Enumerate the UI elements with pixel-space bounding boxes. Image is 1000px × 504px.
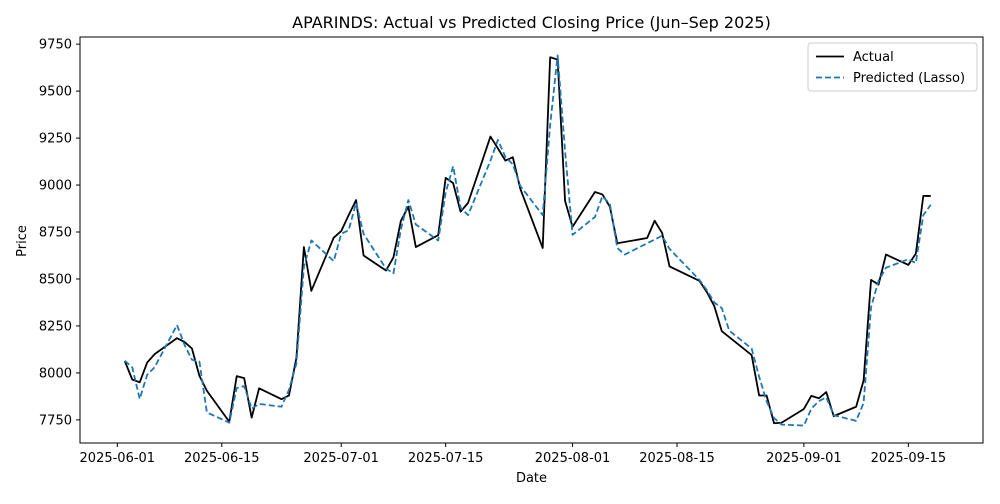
legend-predicted-label: Predicted (Lasso) (853, 71, 965, 86)
x-tick-label: 2025-08-15 (639, 451, 715, 466)
y-tick-label: 7750 (39, 413, 72, 428)
x-axis-label: Date (516, 471, 547, 486)
x-tick-label: 2025-07-15 (408, 451, 484, 466)
axis-ticks: 2025-06-01 2025-06-15 2025-07-01 2025-07-15… (39, 38, 946, 466)
axes-frame (79, 36, 984, 444)
x-tick-label: 2025-08-01 (535, 451, 611, 466)
legend-actual-label: Actual (853, 50, 894, 65)
y-tick-label: 8250 (39, 319, 72, 334)
legend: Actual Predicted (Lasso) (807, 42, 978, 92)
x-tick-label: 2025-07-01 (303, 451, 379, 466)
y-tick-label: 8750 (39, 226, 72, 241)
y-tick-label: 8500 (39, 272, 72, 287)
x-tick-label: 2025-09-01 (766, 451, 842, 466)
y-tick-label: 9000 (39, 179, 72, 194)
series-actual-line (123, 56, 931, 425)
y-tick-label: 9250 (39, 132, 72, 147)
chart-title: APARINDS: Actual vs Predicted Closing Pr… (292, 13, 771, 32)
x-tick-label: 2025-09-15 (871, 451, 947, 466)
y-tick-label: 8000 (39, 366, 72, 381)
y-axis-label: Price (15, 225, 30, 257)
y-tick-label: 9750 (39, 38, 72, 53)
y-tick-label: 9500 (39, 85, 72, 100)
series-lines (123, 54, 932, 427)
x-tick-label: 2025-06-01 (80, 451, 156, 466)
series-predicted-line (124, 54, 932, 427)
x-tick-label: 2025-06-15 (184, 451, 260, 466)
legend-box (807, 42, 978, 92)
